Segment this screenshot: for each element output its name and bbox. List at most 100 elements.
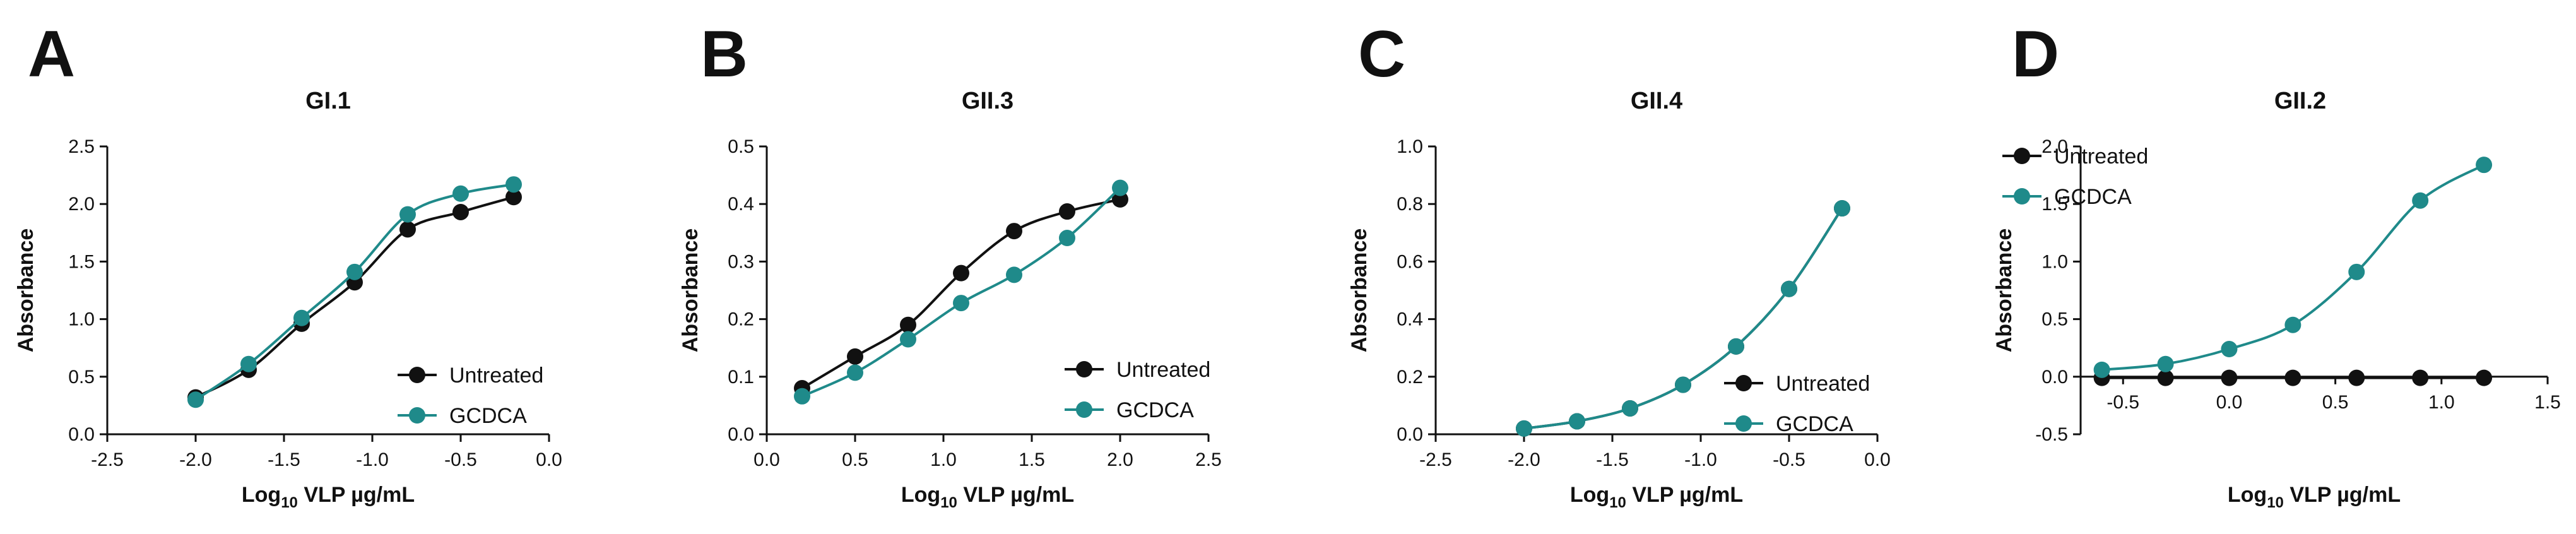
- y-axis-label: Absorbance: [1347, 228, 1371, 353]
- y-tick-label: 2.0: [68, 194, 95, 215]
- y-tick-label: 0.5: [728, 136, 754, 157]
- legend-marker: [1735, 375, 1752, 391]
- y-tick-label: 1.5: [68, 251, 95, 272]
- x-axis-label: Log10 VLP µg/mL: [2228, 483, 2401, 511]
- y-tick-label: 1.5: [2041, 194, 2068, 215]
- panel-letter: D: [2012, 18, 2060, 91]
- chart-gi1: GI.1 0.0 0.5 1.0 1.5 2.0 2.5 -2.5 -2.0 -1.5 -1.0 -0…: [14, 88, 562, 511]
- data-point-gcdca: [794, 388, 810, 405]
- x-tick-label: -0.5: [444, 449, 477, 470]
- data-point-untreated: [1059, 203, 1075, 220]
- y-tick-label: 0.3: [728, 251, 754, 272]
- x-tick-label: 0.5: [842, 449, 868, 470]
- data-point-untreated: [2476, 369, 2493, 386]
- data-point-gcdca: [2412, 192, 2429, 209]
- x-tick-label: 1.0: [930, 449, 957, 470]
- y-tick-label: 0.5: [2041, 309, 2068, 330]
- data-point-gcdca: [1006, 266, 1022, 283]
- x-tick-label: -2.5: [1419, 449, 1452, 470]
- legend-marker: [1076, 361, 1092, 377]
- chart-gii2: GII.2 -0.5 0.0 0.5 1.0 1.5 2.0 -0.5 0.0 0.5 1.0 1.5…: [1992, 88, 2561, 511]
- legend-marker: [2014, 188, 2030, 205]
- data-point-gcdca: [2476, 157, 2493, 174]
- x-tick-label: -1.5: [268, 449, 300, 470]
- data-point-untreated: [399, 221, 416, 238]
- y-tick-label: 0.0: [68, 424, 95, 445]
- data-point-gcdca: [1516, 420, 1532, 437]
- data-point-gcdca: [2284, 316, 2301, 333]
- panel-letter: B: [700, 18, 748, 91]
- legend-label: Untreated: [449, 364, 543, 388]
- y-tick-label: 0.2: [1397, 367, 1423, 388]
- data-point-gcdca: [293, 309, 310, 326]
- legend-label: Untreated: [1776, 372, 1870, 396]
- data-point-gcdca: [2157, 355, 2174, 372]
- y-axis-label: Absorbance: [1992, 228, 2016, 353]
- data-point-untreated: [2348, 369, 2365, 386]
- chart-title: GII.2: [2274, 88, 2326, 114]
- legend-marker: [409, 367, 425, 383]
- legend-label: GCDCA: [1776, 412, 1853, 436]
- data-point-untreated: [505, 189, 522, 206]
- y-tick-label: 2.5: [68, 136, 95, 157]
- x-tick-label: 1.5: [1019, 449, 1045, 470]
- legend-marker: [2014, 148, 2030, 164]
- legend-label: GCDCA: [1116, 398, 1194, 422]
- x-tick-label: 0.0: [536, 449, 562, 470]
- y-axis-label: Absorbance: [678, 228, 702, 353]
- data-point-untreated: [2412, 369, 2429, 386]
- x-tick-label: -1.0: [1684, 449, 1717, 470]
- legend-marker: [409, 407, 425, 424]
- y-tick-label: 1.0: [68, 309, 95, 330]
- x-tick-label: 2.5: [1195, 449, 1222, 470]
- x-tick-label: -0.5: [1773, 449, 1805, 470]
- y-tick-label: -0.5: [2035, 424, 2068, 445]
- data-point-gcdca: [847, 364, 863, 381]
- chart-gii4: GII.4 0.0 0.2 0.4 0.6 0.8 1.0 -2.5 -2.0 -1.5 -1.0 -…: [1347, 88, 1891, 511]
- legend-marker: [1076, 401, 1092, 418]
- x-tick-label: 0.5: [2322, 392, 2349, 413]
- data-point-gcdca: [346, 263, 363, 280]
- data-point-untreated: [452, 203, 469, 220]
- data-point-untreated: [953, 264, 969, 282]
- chart-title: GII.4: [1631, 88, 1682, 114]
- data-point-gcdca: [900, 331, 916, 348]
- data-point-gcdca: [399, 206, 416, 223]
- x-tick-label: -1.5: [1596, 449, 1629, 470]
- data-point-gcdca: [505, 176, 522, 193]
- y-tick-label: 0.4: [1397, 309, 1423, 330]
- data-point-untreated: [1112, 191, 1128, 208]
- data-point-untreated: [900, 316, 916, 333]
- data-point-untreated: [2157, 369, 2174, 386]
- y-tick-label: 0.6: [1397, 251, 1423, 272]
- chart-gii3: GII.3 0.0 0.1 0.2 0.3 0.4 0.5 0.0 0.5 1.0 1.5 2.0 2.…: [678, 88, 1222, 511]
- x-tick-label: -1.0: [356, 449, 389, 470]
- legend-label: GCDCA: [2054, 185, 2132, 209]
- y-tick-label: 1.0: [2041, 251, 2068, 272]
- x-tick-label: 2.0: [1107, 449, 1133, 470]
- data-point-gcdca: [1781, 280, 1797, 297]
- x-axis-label: Log10 VLP µg/mL: [242, 483, 415, 511]
- data-point-gcdca: [2093, 361, 2110, 378]
- y-tick-label: 1.0: [1397, 136, 1423, 157]
- data-point-gcdca: [240, 355, 257, 372]
- x-axis-label: Log10 VLP µg/mL: [1570, 483, 1743, 511]
- legend-label: GCDCA: [449, 404, 527, 428]
- y-tick-label: 0.0: [1397, 424, 1423, 445]
- data-point-gcdca: [2348, 263, 2365, 280]
- x-tick-label: 1.0: [2428, 392, 2455, 413]
- data-point-gcdca: [1112, 179, 1128, 196]
- x-tick-label: 0.0: [753, 449, 780, 470]
- x-tick-label: 0.0: [1864, 449, 1891, 470]
- data-point-gcdca: [953, 295, 969, 312]
- data-point-gcdca: [1675, 376, 1691, 393]
- legend-label: Untreated: [2054, 145, 2148, 169]
- y-tick-label: 0.1: [728, 367, 754, 388]
- data-point-gcdca: [2221, 341, 2238, 358]
- x-tick-label: -0.5: [2106, 392, 2139, 413]
- series-line-gcdca: [801, 187, 1121, 398]
- y-tick-label: 0.5: [68, 367, 95, 388]
- data-point-gcdca: [1834, 200, 1850, 217]
- data-point-gcdca: [452, 185, 469, 202]
- legend-label: Untreated: [1116, 358, 1210, 382]
